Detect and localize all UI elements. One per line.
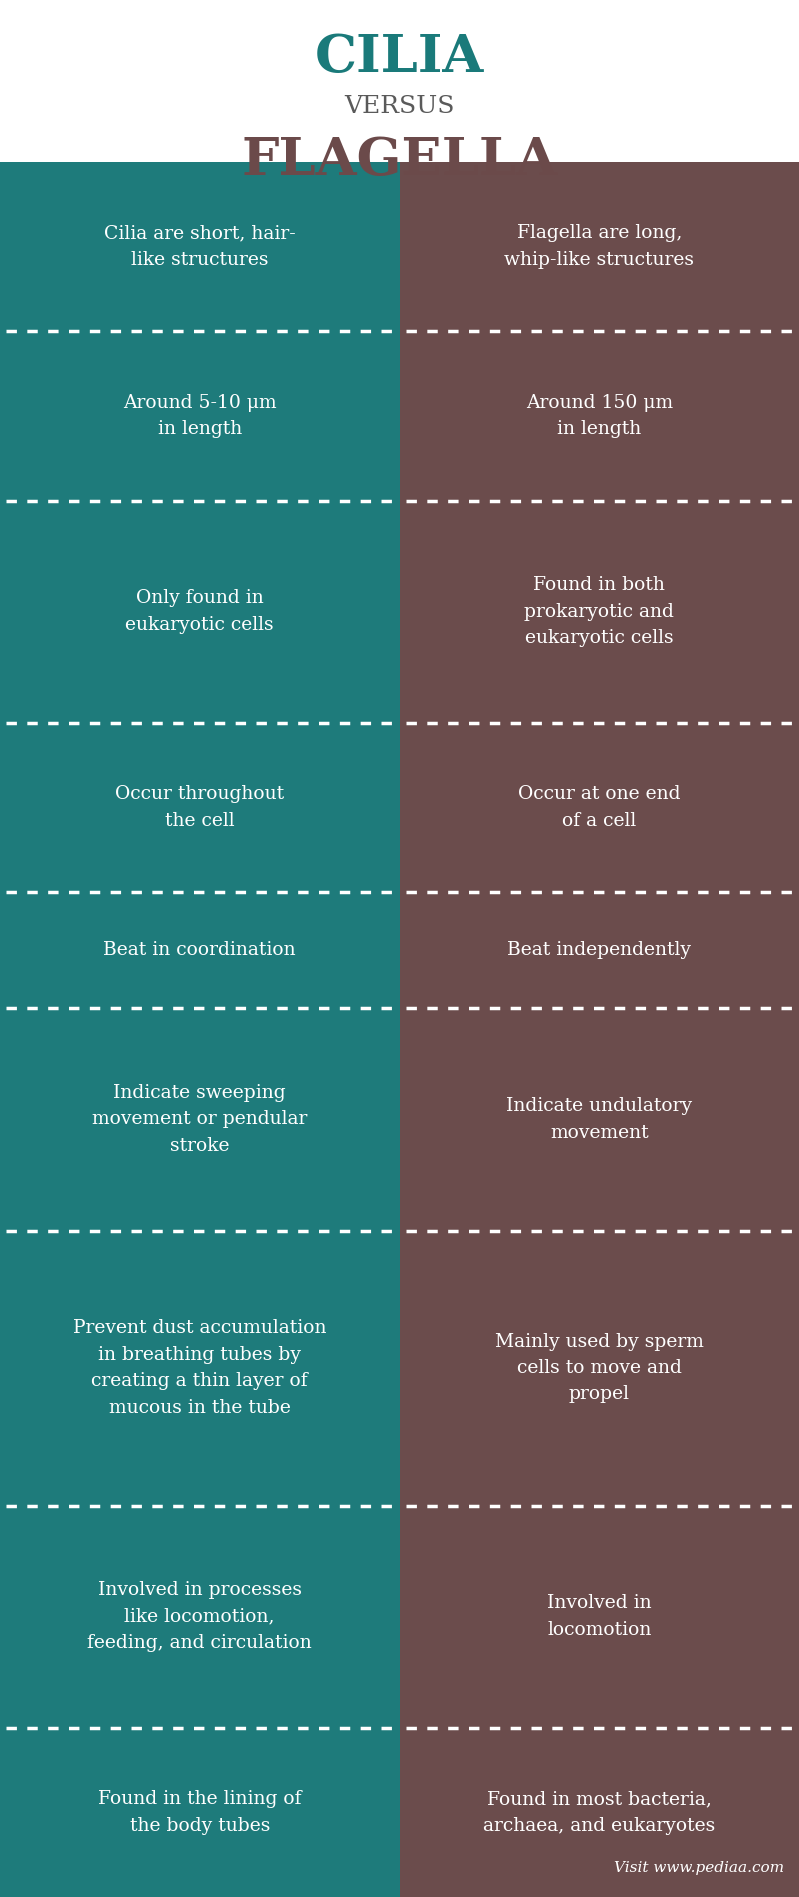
Bar [400, 501, 799, 723]
Text: Found in the lining of
the body tubes: Found in the lining of the body tubes [98, 1791, 301, 1834]
Text: Only found in
eukaryotic cells: Only found in eukaryotic cells [125, 590, 274, 634]
Bar [0, 723, 400, 892]
Text: Found in most bacteria,
archaea, and eukaryotes: Found in most bacteria, archaea, and euk… [483, 1791, 715, 1834]
Bar [0, 1506, 400, 1728]
Text: Involved in processes
like locomotion,
feeding, and circulation: Involved in processes like locomotion, f… [87, 1582, 312, 1652]
Bar [0, 1009, 400, 1231]
Bar [400, 1009, 799, 1231]
Text: Around 150 μm
in length: Around 150 μm in length [526, 395, 673, 438]
Bar [400, 1506, 799, 1728]
Text: Beat independently: Beat independently [507, 941, 691, 960]
Bar [400, 161, 799, 332]
Bar [0, 501, 400, 723]
Text: Involved in
locomotion: Involved in locomotion [547, 1595, 651, 1639]
Bar [400, 892, 799, 1009]
Text: Mainly used by sperm
cells to move and
propel: Mainly used by sperm cells to move and p… [495, 1332, 704, 1404]
Text: Occur throughout
the cell: Occur throughout the cell [115, 785, 284, 829]
Bar [400, 1231, 799, 1506]
Bar [400, 332, 799, 501]
Text: VERSUS: VERSUS [344, 95, 455, 118]
Bar [0, 1728, 400, 1897]
Bar [0, 332, 400, 501]
Text: Around 5-10 μm
in length: Around 5-10 μm in length [123, 395, 276, 438]
Text: Occur at one end
of a cell: Occur at one end of a cell [518, 785, 681, 829]
Text: Cilia are short, hair-
like structures: Cilia are short, hair- like structures [104, 224, 296, 269]
Text: CILIA: CILIA [315, 32, 484, 83]
Text: Indicate undulatory
movement: Indicate undulatory movement [507, 1096, 692, 1142]
Bar [400, 1728, 799, 1897]
Bar [400, 723, 799, 892]
Text: Found in both
prokaryotic and
eukaryotic cells: Found in both prokaryotic and eukaryotic… [524, 577, 674, 647]
Text: Flagella are long,
whip-like structures: Flagella are long, whip-like structures [504, 224, 694, 269]
Bar [0, 892, 400, 1009]
Text: Beat in coordination: Beat in coordination [103, 941, 296, 960]
Text: Prevent dust accumulation
in breathing tubes by
creating a thin layer of
mucous : Prevent dust accumulation in breathing t… [73, 1320, 327, 1417]
Text: Visit www.pediaa.com: Visit www.pediaa.com [614, 1861, 784, 1874]
Text: FLAGELLA: FLAGELLA [241, 135, 558, 186]
Bar [0, 1231, 400, 1506]
Bar [0, 161, 400, 332]
Text: Indicate sweeping
movement or pendular
stroke: Indicate sweeping movement or pendular s… [92, 1083, 308, 1155]
